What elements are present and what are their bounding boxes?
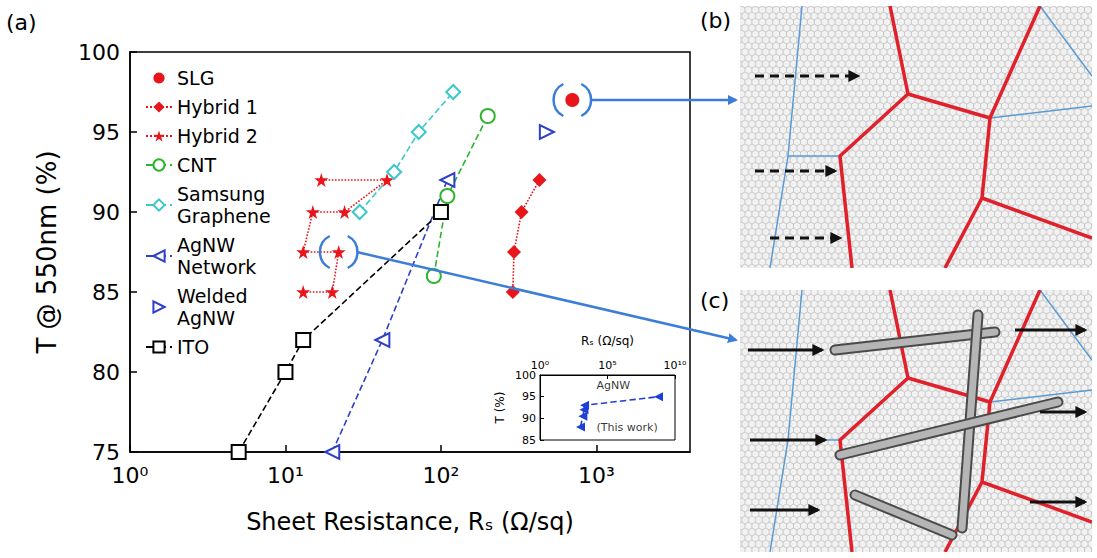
svg-text:(This work): (This work) xyxy=(597,421,658,434)
svg-text:T @ 550nm (%): T @ 550nm (%) xyxy=(32,150,62,354)
svg-text:10⁰: 10⁰ xyxy=(112,463,149,488)
svg-text:SLG: SLG xyxy=(177,67,214,89)
svg-text:Hybrid 2: Hybrid 2 xyxy=(177,125,258,147)
svg-text:AgNW: AgNW xyxy=(597,379,631,392)
svg-text:10¹⁰: 10¹⁰ xyxy=(664,359,687,372)
svg-text:Sheet Resistance, Rₛ (Ω/sq): Sheet Resistance, Rₛ (Ω/sq) xyxy=(246,508,574,536)
svg-text:Network: Network xyxy=(177,256,256,278)
svg-text:10²: 10² xyxy=(423,463,460,488)
svg-text:(a): (a) xyxy=(6,10,37,35)
svg-text:Hybrid 1: Hybrid 1 xyxy=(177,96,258,118)
svg-text:95: 95 xyxy=(522,390,536,403)
svg-text:T (%): T (%) xyxy=(493,392,507,425)
svg-text:Welded: Welded xyxy=(177,285,247,307)
svg-text:AgNW: AgNW xyxy=(177,307,235,329)
svg-text:(c): (c) xyxy=(700,288,729,313)
svg-text:CNT: CNT xyxy=(177,154,216,176)
svg-text:Rₛ (Ω/sq): Rₛ (Ω/sq) xyxy=(581,334,634,348)
svg-text:AgNW: AgNW xyxy=(177,234,235,256)
svg-text:10⁰: 10⁰ xyxy=(531,359,550,372)
svg-text:95: 95 xyxy=(92,120,120,145)
svg-text:Graphene: Graphene xyxy=(177,205,271,227)
svg-text:90: 90 xyxy=(522,412,536,425)
svg-text:ITO: ITO xyxy=(177,336,209,358)
svg-text:75: 75 xyxy=(92,440,120,465)
svg-text:85: 85 xyxy=(522,434,536,447)
svg-text:85: 85 xyxy=(92,280,120,305)
svg-text:100: 100 xyxy=(515,368,536,382)
svg-text:90: 90 xyxy=(92,200,120,225)
svg-text:100: 100 xyxy=(78,40,120,65)
svg-text:10⁵: 10⁵ xyxy=(598,359,616,372)
svg-text:10³: 10³ xyxy=(578,463,615,488)
svg-text:Samsung: Samsung xyxy=(177,183,265,205)
svg-text:80: 80 xyxy=(92,360,120,385)
svg-text:10¹: 10¹ xyxy=(267,463,304,488)
svg-text:(b): (b) xyxy=(700,8,731,33)
